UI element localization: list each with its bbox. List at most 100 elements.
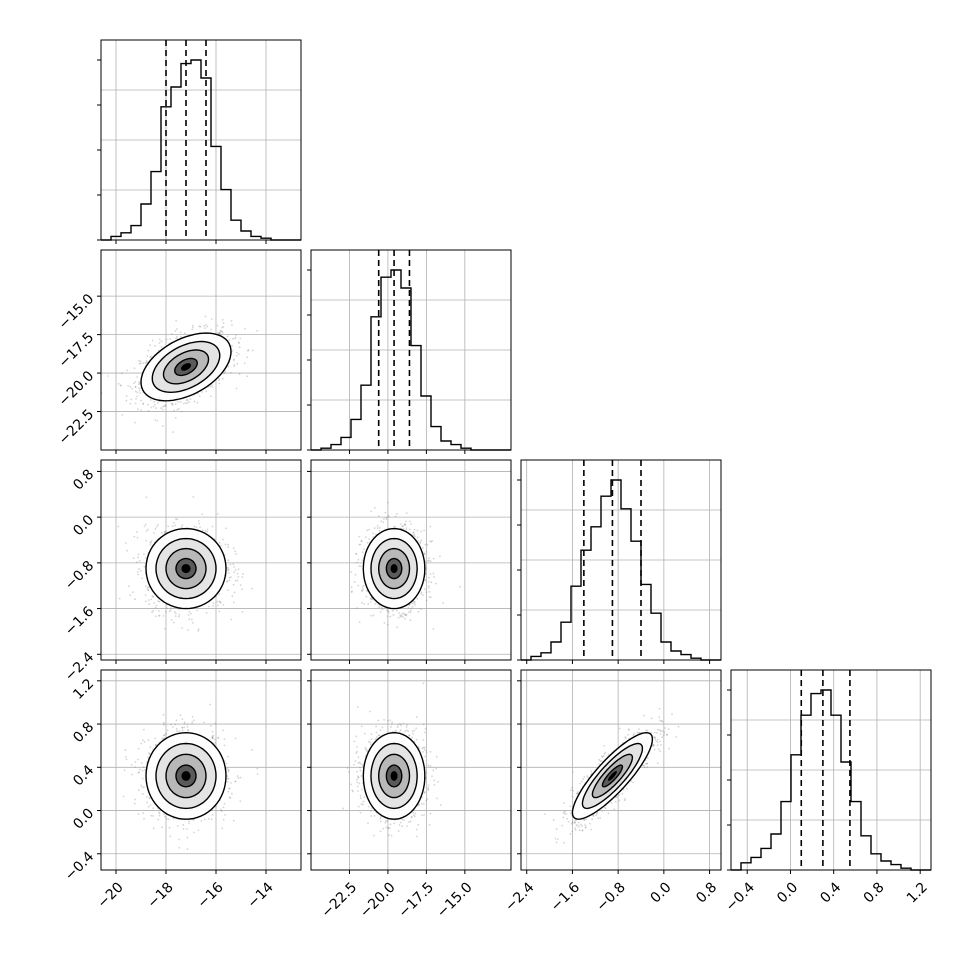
contour-line (175, 557, 197, 580)
scatter-point (211, 386, 214, 388)
scatter-point (389, 615, 392, 618)
scatter-point (235, 553, 237, 555)
scatter-point (442, 602, 445, 604)
scatter-point (234, 337, 236, 340)
scatter-point (233, 359, 235, 361)
scatter-point (256, 329, 258, 332)
scatter-point (362, 584, 365, 587)
scatter-point (423, 529, 426, 532)
scatter-point (409, 520, 411, 523)
scatter-point (165, 733, 167, 736)
scatter-point (137, 573, 140, 576)
scatter-point (151, 611, 153, 614)
scatter-point (237, 568, 240, 571)
scatter-point (429, 573, 432, 576)
scatter-point (216, 331, 219, 334)
scatter-point (222, 818, 225, 821)
scatter-point (432, 628, 435, 630)
scatter-point (210, 395, 212, 398)
scatter-point (184, 402, 187, 404)
scatter-point (426, 543, 429, 546)
scatter-point (136, 391, 139, 394)
scatter-point (411, 602, 414, 605)
scatter-point (200, 820, 203, 822)
scatter-point (151, 339, 154, 342)
scatter-point (167, 525, 170, 528)
scatter-point (231, 344, 233, 347)
scatter-point (181, 718, 184, 720)
contour-line (370, 537, 418, 600)
scatter-point (154, 528, 157, 530)
scatter-point (138, 387, 140, 390)
scatter-point (427, 557, 430, 560)
scatter-point (197, 628, 200, 631)
scatter-point (362, 548, 365, 551)
scatter-point (232, 358, 235, 361)
scatter-point (419, 608, 422, 611)
scatter-point (207, 605, 210, 608)
scatter-point (220, 810, 223, 813)
scatter-point (410, 607, 413, 610)
scatter-point (211, 730, 214, 733)
scatter-point (164, 530, 166, 533)
scatter-point (238, 342, 241, 344)
histogram-panel-2 (517, 459, 722, 664)
scatter-point (239, 337, 242, 340)
scatter-point (225, 527, 227, 530)
scatter-point (129, 385, 132, 388)
scatter-point (136, 408, 139, 411)
scatter-point (358, 565, 361, 567)
scatter-point (138, 381, 141, 384)
scatter-point (393, 525, 395, 528)
scatter-point (183, 721, 186, 724)
scatter-point (405, 527, 408, 530)
scatter-point (201, 529, 204, 532)
histogram-step (101, 59, 301, 241)
scatter-point (117, 525, 120, 528)
scatter-point (152, 827, 155, 830)
scatter-panel-1-0 (97, 249, 302, 454)
scatter-point (226, 580, 229, 583)
scatter-point (201, 513, 204, 516)
scatter-point (227, 567, 229, 570)
scatter-point (141, 786, 144, 789)
scatter-point (185, 828, 188, 830)
scatter-point (143, 525, 146, 528)
scatter-point (219, 332, 221, 334)
scatter-point (360, 540, 363, 543)
scatter-point (420, 591, 423, 594)
scatter-point (201, 391, 203, 393)
scatter-point (222, 325, 225, 328)
scatter-point (216, 513, 219, 515)
scatter-point (146, 355, 149, 358)
scatter-point (132, 557, 135, 559)
scatter-point (186, 848, 189, 850)
scatter-point (181, 627, 183, 629)
scatter-point (152, 405, 155, 408)
scatter-point (368, 528, 371, 531)
scatter-point (125, 395, 128, 398)
scatter-point (385, 516, 388, 519)
scatter-point (163, 405, 166, 408)
scatter-point (175, 337, 177, 340)
scatter-point (191, 328, 194, 331)
scatter-point (169, 338, 172, 341)
contour-line (162, 349, 210, 385)
scatter-point (149, 399, 152, 401)
scatter-point (234, 336, 237, 339)
scatter-point (154, 345, 156, 347)
scatter-point (399, 615, 402, 618)
scatter-point (149, 356, 152, 358)
scatter-point (218, 333, 221, 336)
panel-frame (100, 249, 302, 451)
scatter-point (366, 529, 369, 532)
scatter-point (211, 735, 214, 738)
scatter-point (160, 531, 163, 534)
scatter-point (435, 582, 437, 585)
scatter-point (136, 395, 138, 398)
scatter-point (143, 553, 145, 556)
scatter-point (242, 573, 245, 575)
scatter-point (154, 403, 156, 406)
scatter-point (198, 325, 201, 328)
panel-content (101, 315, 258, 433)
